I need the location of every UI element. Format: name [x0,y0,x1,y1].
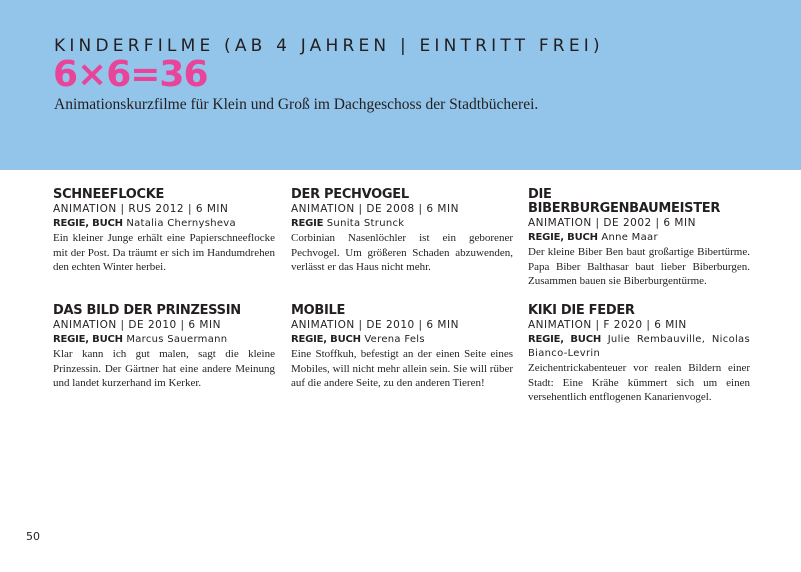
credit-label: REGIE, BUCH [53,218,123,229]
headline: 6×6=36 [53,54,209,95]
film-title: Die Biberburgenbaumeister [528,187,721,216]
film-title: Mobile [291,303,346,318]
film-entry: Die Biberburgenbaumeister ANIMATION | DE… [528,188,750,289]
credit-label: REGIE, BUCH [528,334,602,345]
credit-name: Julie Rembauville, Nicolas Bianco-Levrin [528,334,750,359]
film-credit: REGIE Sunita Strunck [291,217,513,231]
film-credit: REGIE, BUCH Natalia Chernysheva [53,217,275,231]
film-meta: ANIMATION | F 2020 | 6 MIN [528,319,687,331]
header-banner: KINDERFILME (AB 4 JAHREN | EINTRITT FREI… [0,0,801,170]
film-description: Ein kleiner Junge erhält eine Papierschn… [53,232,275,273]
film-credit: REGIE, BUCH Marcus Sauermann [53,333,275,347]
film-description: Der kleine Biber Ben baut großartige Bib… [528,246,750,287]
credit-name: Sunita Strunck [326,218,405,229]
film-credit: REGIE, BUCH Julie Rembauville, Nicolas B… [528,333,750,361]
film-title: Schneeflocke [53,187,165,202]
credit-name: Anne Maar [601,232,658,243]
credit-label: REGIE, BUCH [291,334,361,345]
film-meta: ANIMATION | RUS 2012 | 6 MIN [53,203,229,215]
film-title: Der Pechvogel [291,187,409,202]
credit-name: Verena Fels [364,334,425,345]
subtitle: Animationskurzfilme für Klein und Groß i… [54,96,539,113]
credit-name: Natalia Chernysheva [126,218,236,229]
film-meta: ANIMATION | DE 2002 | 6 MIN [528,217,696,229]
film-entry: Kiki die Feder ANIMATION | F 2020 | 6 MI… [528,304,750,405]
film-credit: REGIE, BUCH Anne Maar [528,231,750,245]
film-description: Klar kann ich gut malen, sagt die kleine… [53,348,275,389]
page-number: 50 [26,530,40,543]
film-meta: ANIMATION | DE 2008 | 6 MIN [291,203,459,215]
credit-label: REGIE [291,218,324,229]
film-entry: Das Bild der Prinzessin ANIMATION | DE 2… [53,304,275,391]
film-credit: REGIE, BUCH Verena Fels [291,333,513,347]
film-description: Eine Stoffkuh, befestigt an der einen Se… [291,348,513,389]
film-description: Corbinian Nasenlöchler ist ein geborener… [291,232,513,273]
film-meta: ANIMATION | DE 2010 | 6 MIN [53,319,221,331]
film-entry: Schneeflocke ANIMATION | RUS 2012 | 6 MI… [53,188,275,275]
film-description: Zeichentrickabenteuer vor realen Bildern… [528,362,750,403]
film-entry: Der Pechvogel ANIMATION | DE 2008 | 6 MI… [291,188,513,275]
film-title: Das Bild der Prinzessin [53,303,241,318]
section-kicker: KINDERFILME (AB 4 JAHREN | EINTRITT FREI… [54,36,604,56]
credit-label: REGIE, BUCH [53,334,123,345]
film-entry: Mobile ANIMATION | DE 2010 | 6 MIN REGIE… [291,304,513,391]
film-meta: ANIMATION | DE 2010 | 6 MIN [291,319,459,331]
credit-name: Marcus Sauermann [126,334,228,345]
credit-label: REGIE, BUCH [528,232,598,243]
film-title: Kiki die Feder [528,303,635,318]
